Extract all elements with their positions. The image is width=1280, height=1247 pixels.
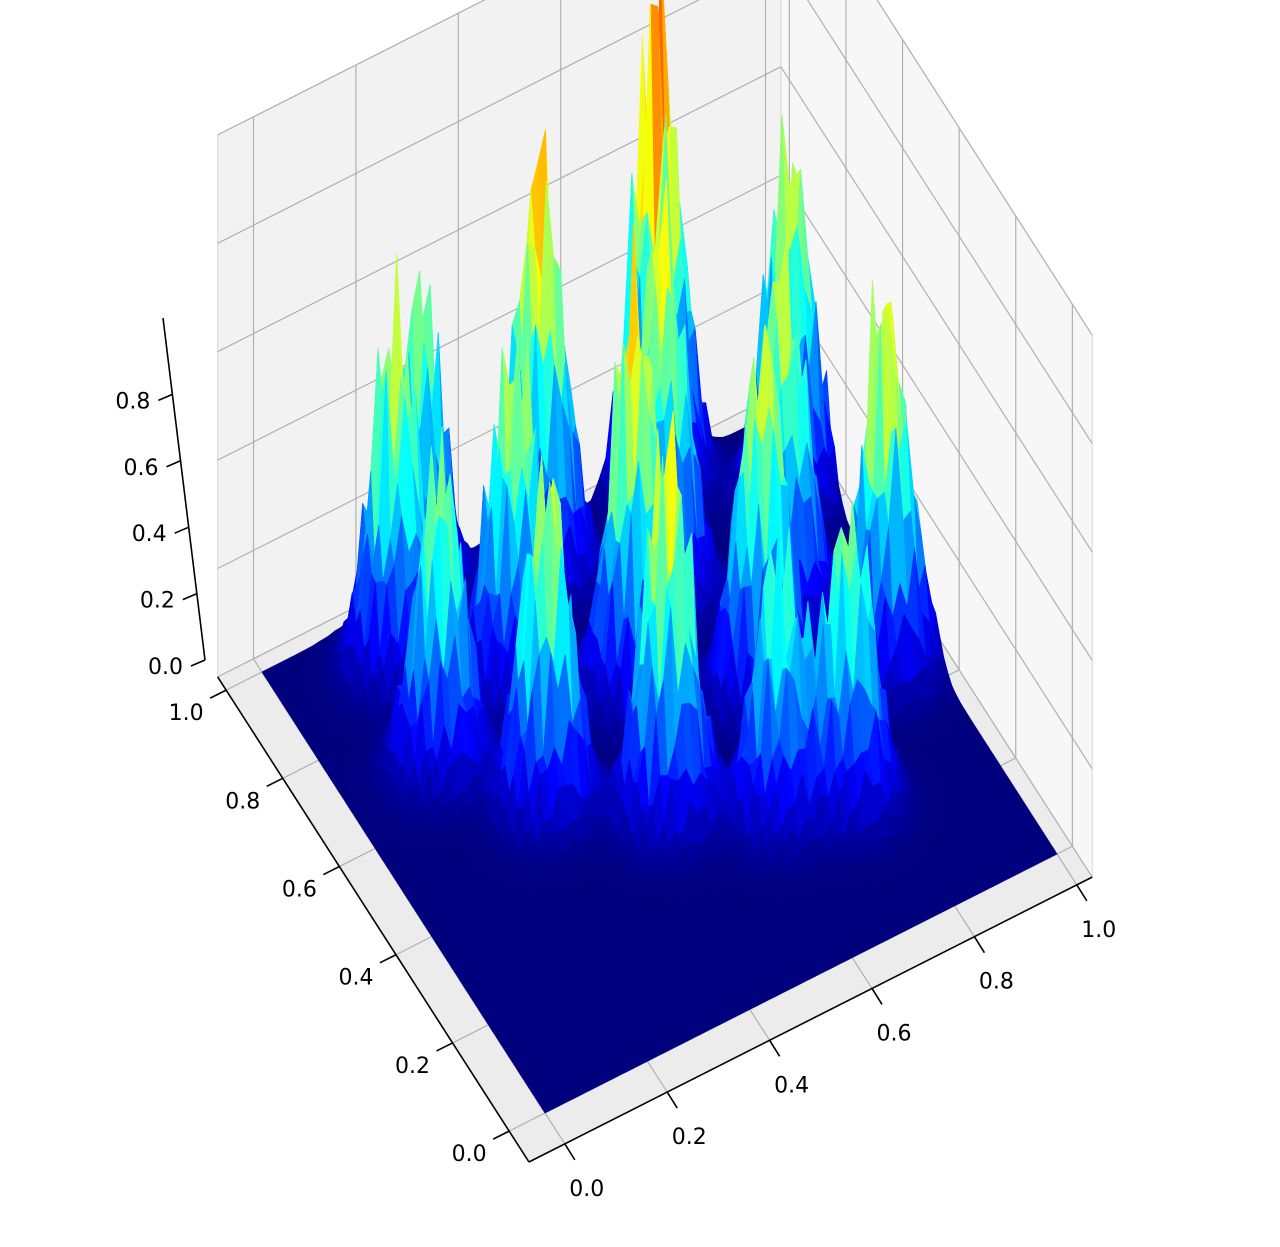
x-tick-label: 0.0 xyxy=(569,1177,604,1202)
grid-line-z-wall xyxy=(217,174,782,461)
z-tick-mark xyxy=(158,393,173,402)
z-tick-label: 0.0 xyxy=(148,655,183,680)
z-tick-mark xyxy=(166,460,181,468)
x-tick-label: 1.0 xyxy=(1081,918,1116,943)
grid-line-z-wall xyxy=(780,174,1093,661)
x-tick-mark xyxy=(973,936,986,954)
z-tick-label: 0.8 xyxy=(115,389,150,414)
z-tick-mark xyxy=(182,592,198,601)
y-tick-label: 1.0 xyxy=(169,701,204,726)
z-tick-label: 0.2 xyxy=(140,589,175,614)
y-tick-label: 0.8 xyxy=(225,789,260,814)
grid-line-z-wall xyxy=(217,66,782,353)
grid-line-z-wall xyxy=(876,0,1093,336)
y-tick-mark xyxy=(436,1042,453,1052)
z-tick-label: 0.4 xyxy=(132,522,167,547)
grid-line-z-wall xyxy=(217,0,700,244)
z-tick-mark xyxy=(174,526,190,534)
z-tick-label: 0.6 xyxy=(124,456,159,481)
y-tick-mark xyxy=(492,1130,510,1140)
y-tick-mark xyxy=(323,865,340,876)
x-tick-mark xyxy=(1076,884,1088,902)
surface xyxy=(261,0,1058,1114)
y-tick-label: 0.2 xyxy=(395,1054,430,1079)
x-tick-label: 0.2 xyxy=(672,1125,707,1150)
x-tick-mark xyxy=(564,1143,576,1161)
x-tick-label: 0.4 xyxy=(774,1073,809,1098)
y-tick-mark xyxy=(209,689,227,699)
x-tick-label: 0.8 xyxy=(979,970,1014,995)
y-tick-label: 0.6 xyxy=(282,878,317,903)
grid-line-z-wall xyxy=(806,0,1093,444)
x-tick-mark xyxy=(871,988,883,1005)
y-tick-label: 0.0 xyxy=(452,1142,487,1167)
y-tick-label: 0.4 xyxy=(338,966,373,991)
z-tick-mark xyxy=(190,659,206,667)
y-tick-mark xyxy=(266,777,284,788)
x-tick-label: 0.6 xyxy=(877,1021,912,1046)
grid-line-z-wall xyxy=(780,283,1093,770)
grid-line-z-wall xyxy=(780,66,1093,553)
x-tick-mark xyxy=(768,1039,781,1057)
x-tick-mark xyxy=(666,1091,678,1109)
grid-line-z-wall xyxy=(217,0,486,136)
y-tick-mark xyxy=(379,954,397,964)
